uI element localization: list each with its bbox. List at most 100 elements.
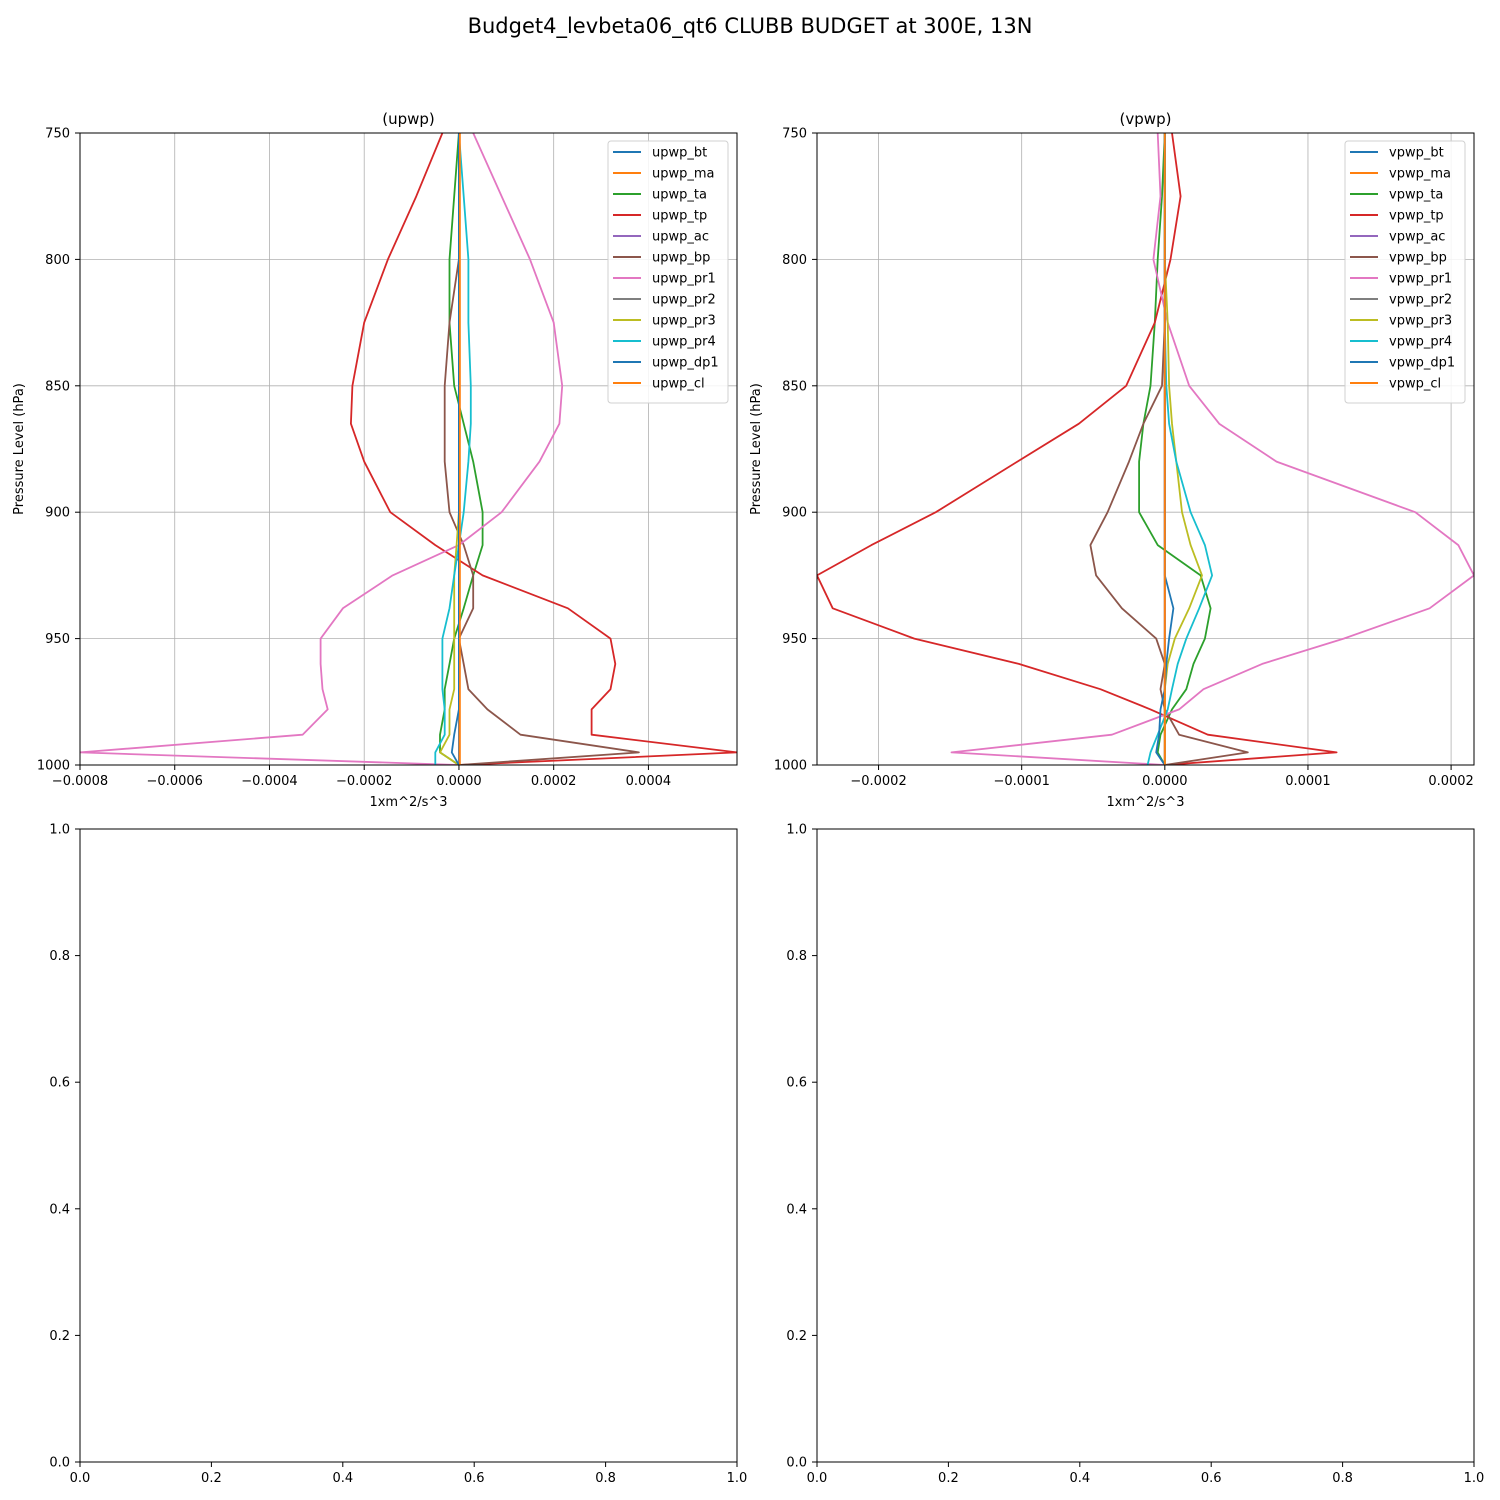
x-tick-label: 0.6 — [1201, 1471, 1222, 1486]
y-tick-label: 1000 — [37, 759, 70, 774]
subplot-1: −0.0008 −0.0006 −0.0004 −0.0002 0.0000 0.0002… — [12, 110, 738, 810]
x-tick-label: 0.0001 — [1285, 774, 1331, 789]
x-tick-label: −0.0006 — [147, 774, 203, 789]
y-tick-label: 850 — [782, 379, 807, 394]
x-tick-label: 0.0 — [807, 1471, 828, 1486]
y-tick-label: 0.8 — [49, 949, 70, 964]
y-tick-label: 750 — [45, 127, 70, 142]
x-tick-label: 0.0004 — [626, 774, 672, 789]
y-axis-label: Pressure Level (hPa) — [12, 383, 27, 515]
x-tick-label: 0.6 — [464, 1471, 485, 1486]
series-line-vpwp_pr3 — [1163, 133, 1203, 765]
legend-box — [1344, 140, 1466, 404]
legend-label: vpwp_ma — [1389, 167, 1451, 182]
legend-label: vpwp_ta — [1389, 188, 1443, 203]
x-tick-label: 0.0002 — [531, 774, 577, 789]
x-tick-label: 0.0000 — [1142, 774, 1188, 789]
legend-label: upwp_ac — [652, 230, 709, 245]
legend-label: vpwp_bp — [1389, 251, 1447, 266]
x-tick-label: 0.0 — [70, 1471, 91, 1486]
y-tick-label: 750 — [782, 127, 807, 142]
x-tick-label: 1.0 — [1464, 1471, 1485, 1486]
x-tick-label: 0.8 — [595, 1471, 616, 1486]
x-axis-label: 1xm^2/s^3 — [369, 795, 447, 810]
series-line-upwp_bp — [443, 133, 640, 765]
series-line-upwp_dp1 — [450, 133, 460, 765]
subplot-title: (upwp) — [382, 110, 435, 128]
legend-label: upwp_tp — [652, 209, 707, 224]
legend-label: upwp_pr1 — [652, 272, 716, 287]
y-tick-label: 800 — [782, 253, 807, 268]
legend-label: vpwp_pr3 — [1389, 314, 1452, 329]
y-tick-label: 0.0 — [49, 1456, 70, 1471]
series-line-upwp_pr1 — [80, 133, 564, 765]
figure-title: Budget4_levbeta06_qt6 CLUBB BUDGET at 30… — [467, 14, 1033, 38]
x-tick-label: 0.2 — [938, 1471, 959, 1486]
subplot-title: (vpwp) — [1120, 110, 1172, 128]
legend-label: vpwp_pr2 — [1389, 293, 1452, 308]
legend-label: upwp_dp1 — [652, 356, 719, 371]
y-tick-label: 0.2 — [786, 1329, 807, 1344]
legend: upwp_bt upwp_ma upwp_ta upwp_tp upwp_ac upwp_… — [607, 140, 729, 404]
legend: vpwp_bt vpwp_ma vpwp_ta vpwp_tp vpwp_ac vpwp_… — [1344, 140, 1466, 404]
x-tick-label: 0.0000 — [436, 774, 482, 789]
x-tick-label: −0.0004 — [241, 774, 297, 789]
axes-frame — [79, 132, 738, 766]
x-tick-label: −0.0008 — [52, 774, 108, 789]
y-tick-label: 850 — [45, 379, 70, 394]
legend-box — [607, 140, 729, 404]
y-tick-label: 950 — [782, 632, 807, 647]
x-tick-label: 0.8 — [1332, 1471, 1353, 1486]
y-tick-label: 1.0 — [786, 823, 807, 838]
axes-frame — [79, 828, 738, 1463]
y-tick-label: 1.0 — [49, 823, 70, 838]
series-group — [817, 133, 1474, 765]
series-group — [80, 133, 737, 765]
x-tick-label: −0.0002 — [336, 774, 392, 789]
subplot-3: 0.0 0.2 0.4 0.6 0.8 1.0 0.0 0.2 0.4 0.6 0.8 1.0 — [49, 823, 747, 1487]
y-axis-label: Pressure Level (hPa) — [749, 383, 764, 515]
legend-label: vpwp_bt — [1389, 146, 1444, 161]
x-tick-label: 0.4 — [332, 1471, 353, 1486]
y-tick-label: 950 — [45, 632, 70, 647]
x-axis-label: 1xm^2/s^3 — [1106, 795, 1184, 810]
x-tick-label: −0.0002 — [850, 774, 906, 789]
axes-frame — [816, 828, 1475, 1463]
y-tick-label: 0.6 — [49, 1076, 70, 1091]
legend-label: vpwp_tp — [1389, 209, 1444, 224]
y-tick-label: 900 — [45, 506, 70, 521]
y-tick-label: 0.8 — [786, 949, 807, 964]
axes-frame — [816, 132, 1475, 766]
legend-label: upwp_ma — [652, 167, 715, 182]
legend-label: upwp_pr4 — [652, 335, 716, 350]
y-tick-label: 900 — [782, 506, 807, 521]
legend-label: vpwp_ac — [1389, 230, 1445, 245]
y-tick-label: 0.2 — [49, 1329, 70, 1344]
legend-label: upwp_ta — [652, 188, 707, 203]
legend-label: vpwp_pr4 — [1389, 335, 1452, 350]
legend-label: upwp_pr2 — [652, 293, 716, 308]
x-tick-label: 0.0002 — [1428, 774, 1474, 789]
x-tick-label: 1.0 — [727, 1471, 748, 1486]
legend-label: vpwp_pr1 — [1389, 272, 1452, 287]
series-line-vpwp_bp — [1089, 133, 1249, 765]
x-tick-label: 0.2 — [201, 1471, 222, 1486]
series-line-upwp_ta — [439, 133, 484, 765]
x-tick-label: 0.4 — [1069, 1471, 1090, 1486]
legend-label: upwp_cl — [652, 377, 705, 392]
series-line-upwp_pr4 — [434, 133, 472, 765]
subplot-4: 0.0 0.2 0.4 0.6 0.8 1.0 0.0 0.2 0.4 0.6 0.8 1.0 — [786, 823, 1484, 1487]
legend-label: vpwp_cl — [1389, 377, 1441, 392]
legend-label: upwp_pr3 — [652, 314, 716, 329]
y-tick-label: 1000 — [774, 759, 807, 774]
y-tick-label: 0.4 — [786, 1202, 807, 1217]
y-tick-label: 800 — [45, 253, 70, 268]
subplot-2: −0.0002 −0.0001 0.0000 0.0001 0.0002 750 800 85… — [749, 110, 1475, 810]
legend-label: vpwp_dp1 — [1389, 356, 1455, 371]
y-tick-label: 0.6 — [786, 1076, 807, 1091]
y-tick-label: 0.4 — [49, 1202, 70, 1217]
y-tick-label: 0.0 — [786, 1456, 807, 1471]
x-tick-label: −0.0001 — [993, 774, 1049, 789]
legend-label: upwp_bp — [652, 251, 710, 266]
